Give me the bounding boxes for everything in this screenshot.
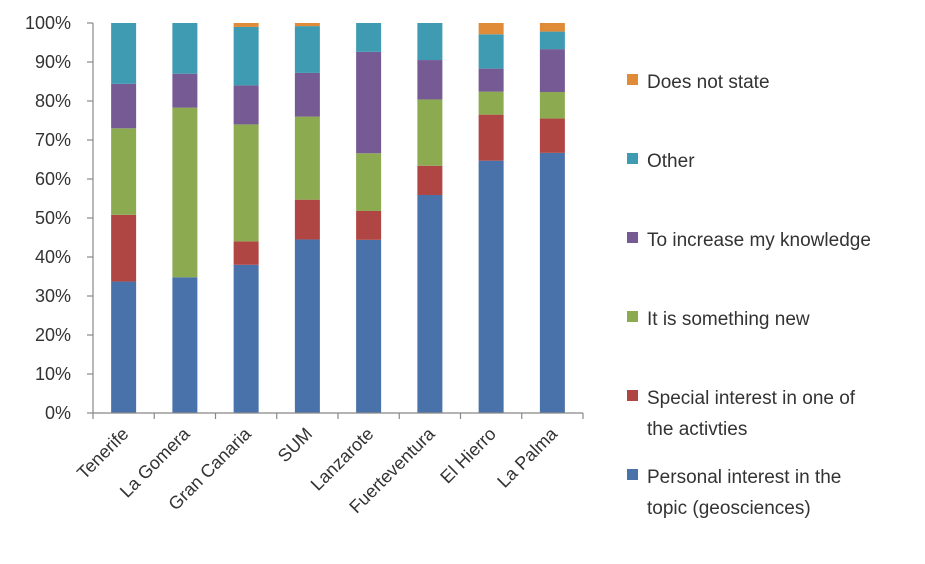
bar-segment	[233, 124, 259, 242]
bar-segment	[233, 85, 259, 125]
legend-label: To increase my knowledge	[647, 230, 871, 251]
bar-segment	[172, 73, 198, 108]
y-tick-label: 90%	[35, 52, 71, 72]
x-tick-label: Tenerife	[73, 424, 132, 483]
bar-segment	[417, 23, 443, 61]
y-tick-label: 60%	[35, 169, 71, 189]
y-tick-label: 0%	[45, 403, 71, 423]
y-tick-label: 10%	[35, 364, 71, 384]
x-tick-label: El Hierro	[436, 424, 500, 488]
y-tick-label: 100%	[25, 13, 71, 33]
bar-segment	[539, 49, 565, 93]
bar-segment	[233, 264, 259, 413]
legend-swatch	[627, 232, 638, 243]
bar-segment	[478, 68, 504, 92]
bar-segment	[356, 51, 382, 154]
bar-segment	[233, 23, 259, 27]
bar-segment	[417, 60, 443, 100]
bar-segment	[294, 116, 320, 200]
bars	[111, 23, 565, 413]
legend-label: It is something new	[647, 309, 810, 330]
bar-segment	[356, 210, 382, 240]
y-tick-label: 70%	[35, 130, 71, 150]
bar-segment	[233, 26, 259, 86]
bar-segment	[111, 23, 137, 84]
bar-segment	[111, 83, 137, 129]
bar-segment	[172, 107, 198, 278]
bar-segment	[172, 277, 198, 413]
legend-swatch	[627, 390, 638, 401]
legend-swatch	[627, 311, 638, 322]
bar-segment	[294, 26, 320, 73]
legend-swatch	[627, 469, 638, 480]
bar-segment	[478, 160, 504, 413]
y-tick-label: 30%	[35, 286, 71, 306]
bar-segment	[111, 281, 137, 413]
x-tick-label: SUM	[274, 424, 316, 466]
bar-segment	[111, 128, 137, 215]
bar-segment	[478, 34, 504, 69]
bar-segment	[294, 72, 320, 117]
bar-segment	[417, 99, 443, 166]
bar-segment	[539, 23, 565, 32]
bar-segment	[478, 23, 504, 35]
y-tick-label: 50%	[35, 208, 71, 228]
bar-segment	[356, 153, 382, 211]
bar-segment	[417, 194, 443, 413]
legend-label: Other	[647, 151, 695, 172]
bar-segment	[294, 199, 320, 240]
bar-segment	[356, 23, 382, 52]
legend-swatch	[627, 74, 638, 85]
legend: Does not state Other To increase my knowle…	[627, 72, 871, 519]
legend-label: Special interest in one of the activties	[647, 388, 856, 440]
bar-segment	[172, 23, 198, 74]
bar-segment	[294, 23, 320, 27]
bar-segment	[478, 114, 504, 161]
bar-segment	[539, 92, 565, 119]
bar-segment	[356, 239, 382, 413]
bar-segment	[539, 152, 565, 413]
bar-segment	[111, 214, 137, 282]
y-tick-label: 80%	[35, 91, 71, 111]
y-tick-label: 40%	[35, 247, 71, 267]
bar-segment	[294, 239, 320, 413]
legend-swatch	[627, 153, 638, 164]
legend-label: Personal interest in the topic (geoscienc…	[647, 467, 841, 519]
y-tick-label: 20%	[35, 325, 71, 345]
bar-segment	[417, 165, 443, 195]
bar-segment	[233, 241, 259, 265]
x-tick-label: La Palma	[493, 423, 562, 492]
y-axis: 0% 10% 20% 30% 40% 50% 60% 70% 80% 90% 100%	[25, 13, 94, 423]
bar-segment	[539, 118, 565, 153]
bar-segment	[539, 31, 565, 50]
legend-label: Does not state	[647, 72, 770, 93]
bar-segment	[478, 91, 504, 115]
